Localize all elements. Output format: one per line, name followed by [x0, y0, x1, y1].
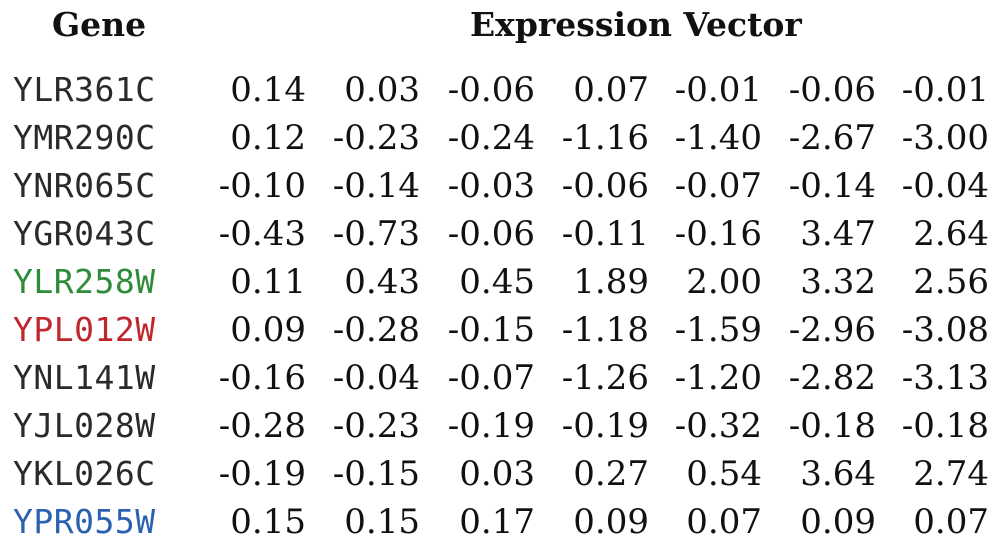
expression-value: 0.12	[230, 118, 306, 158]
expression-value: -0.43	[218, 214, 306, 254]
gene-column-header: Gene	[52, 5, 147, 44]
expression-value: -1.40	[674, 118, 762, 158]
table-row: YLR258W 0.11 0.43 0.45 1.89 2.00 3.32 2.56	[0, 258, 1000, 306]
expression-value: 3.47	[800, 214, 876, 254]
expression-value: 0.03	[459, 454, 535, 494]
expression-value: 0.07	[686, 502, 762, 542]
expression-value: -0.07	[447, 358, 535, 398]
table-row: YNR065C -0.10 -0.14 -0.03 -0.06 -0.07 -0.14 -0.…	[0, 162, 1000, 210]
expression-value: 2.56	[913, 262, 989, 302]
expression-value: 2.00	[686, 262, 762, 302]
expression-value: -0.24	[447, 118, 535, 158]
expression-value: -0.04	[901, 166, 989, 206]
expression-value: -0.04	[332, 358, 420, 398]
gene-id: YMR290C	[13, 118, 156, 157]
expression-value: 0.17	[459, 502, 535, 542]
expression-value: 3.32	[800, 262, 876, 302]
gene-id: YNR065C	[13, 166, 156, 205]
gene-id: YLR258W	[13, 262, 156, 301]
expression-value: -0.18	[788, 406, 876, 446]
expression-value: -0.23	[332, 118, 420, 158]
expression-value: -0.28	[218, 406, 306, 446]
expression-value: -2.82	[788, 358, 876, 398]
expression-value: -1.18	[561, 310, 649, 350]
expression-value: -3.08	[901, 310, 989, 350]
expression-value: 0.15	[230, 502, 306, 542]
expression-value: -0.15	[332, 454, 420, 494]
table-row: YJL028W -0.28 -0.23 -0.19 -0.19 -0.32 -0.18 -0.…	[0, 402, 1000, 450]
expression-value: 0.03	[344, 70, 420, 110]
expression-value: -0.32	[674, 406, 762, 446]
expression-value: 0.09	[230, 310, 306, 350]
expression-value: -0.07	[674, 166, 762, 206]
expression-value: -0.23	[332, 406, 420, 446]
expression-value: 0.45	[459, 262, 535, 302]
expression-value: 0.09	[573, 502, 649, 542]
expression-value: -0.16	[218, 358, 306, 398]
expression-value: -0.18	[901, 406, 989, 446]
expression-value: -0.01	[674, 70, 762, 110]
expression-value: -0.28	[332, 310, 420, 350]
gene-id: YNL141W	[13, 358, 156, 397]
expression-value: -0.19	[218, 454, 306, 494]
expression-value: -0.11	[561, 214, 649, 254]
table-body: YLR361C 0.14 0.03 -0.06 0.07 -0.01 -0.06 -0.01 Y…	[0, 66, 1000, 546]
expression-value: -3.13	[901, 358, 989, 398]
expression-value: -0.19	[561, 406, 649, 446]
table-row: YKL026C -0.19 -0.15 0.03 0.27 0.54 3.64 2.74	[0, 450, 1000, 498]
expression-value: -0.06	[447, 70, 535, 110]
expression-value: -3.00	[901, 118, 989, 158]
expression-value: 0.27	[573, 454, 649, 494]
expression-value: -1.16	[561, 118, 649, 158]
expression-value: 3.64	[800, 454, 876, 494]
expression-value: -0.16	[674, 214, 762, 254]
expression-value: 0.07	[913, 502, 989, 542]
expression-value: -0.06	[561, 166, 649, 206]
expression-value: -1.26	[561, 358, 649, 398]
expression-value: -2.96	[788, 310, 876, 350]
table-row: YGR043C -0.43 -0.73 -0.06 -0.11 -0.16 3.47 2.64	[0, 210, 1000, 258]
expression-value: -0.73	[332, 214, 420, 254]
expression-value: -2.67	[788, 118, 876, 158]
expression-value: 1.89	[573, 262, 649, 302]
expression-value: -0.19	[447, 406, 535, 446]
gene-id: YPR055W	[13, 502, 156, 541]
gene-id: YPL012W	[13, 310, 156, 349]
expression-value: -0.14	[788, 166, 876, 206]
table-row: YNL141W -0.16 -0.04 -0.07 -1.26 -1.20 -2.82 -3.…	[0, 354, 1000, 402]
expression-value: 0.15	[344, 502, 420, 542]
expression-value: 0.07	[573, 70, 649, 110]
table-row: YLR361C 0.14 0.03 -0.06 0.07 -0.01 -0.06 -0.01	[0, 66, 1000, 114]
expression-vector-header: Expression Vector	[470, 5, 802, 44]
expression-value: 0.14	[230, 70, 306, 110]
gene-id: YLR361C	[13, 70, 156, 109]
table-row: YPR055W 0.15 0.15 0.17 0.09 0.07 0.09 0.07	[0, 498, 1000, 546]
expression-value: -1.20	[674, 358, 762, 398]
expression-value: -0.03	[447, 166, 535, 206]
gene-id: YGR043C	[13, 214, 156, 253]
expression-value: 0.43	[344, 262, 420, 302]
expression-value: -0.10	[218, 166, 306, 206]
expression-value: 0.11	[230, 262, 306, 302]
expression-value: 2.64	[913, 214, 989, 254]
expression-value: -0.15	[447, 310, 535, 350]
expression-value: -0.14	[332, 166, 420, 206]
expression-value: -1.59	[674, 310, 762, 350]
expression-value: 0.09	[800, 502, 876, 542]
table-row: YPL012W 0.09 -0.28 -0.15 -1.18 -1.59 -2.96 -3.0…	[0, 306, 1000, 354]
expression-value: -0.01	[901, 70, 989, 110]
expression-value: 2.74	[913, 454, 989, 494]
expression-value: -0.06	[788, 70, 876, 110]
gene-id: YJL028W	[13, 406, 156, 445]
gene-id: YKL026C	[13, 454, 156, 493]
table-row: YMR290C 0.12 -0.23 -0.24 -1.16 -1.40 -2.67 -3.0…	[0, 114, 1000, 162]
expression-value: 0.54	[686, 454, 762, 494]
expression-value: -0.06	[447, 214, 535, 254]
